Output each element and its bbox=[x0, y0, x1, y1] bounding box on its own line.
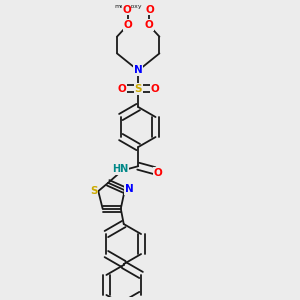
Text: S: S bbox=[90, 186, 97, 196]
Text: O: O bbox=[150, 84, 159, 94]
Text: O: O bbox=[146, 4, 154, 14]
Text: S: S bbox=[134, 84, 142, 94]
Text: O: O bbox=[117, 84, 126, 94]
Text: O: O bbox=[154, 168, 163, 178]
Text: O: O bbox=[144, 20, 153, 30]
Text: HN: HN bbox=[112, 164, 129, 174]
Text: O: O bbox=[122, 4, 131, 14]
Text: O: O bbox=[124, 20, 132, 30]
Text: methoxy: methoxy bbox=[114, 4, 142, 9]
Text: N: N bbox=[125, 184, 134, 194]
Text: N: N bbox=[134, 65, 142, 76]
